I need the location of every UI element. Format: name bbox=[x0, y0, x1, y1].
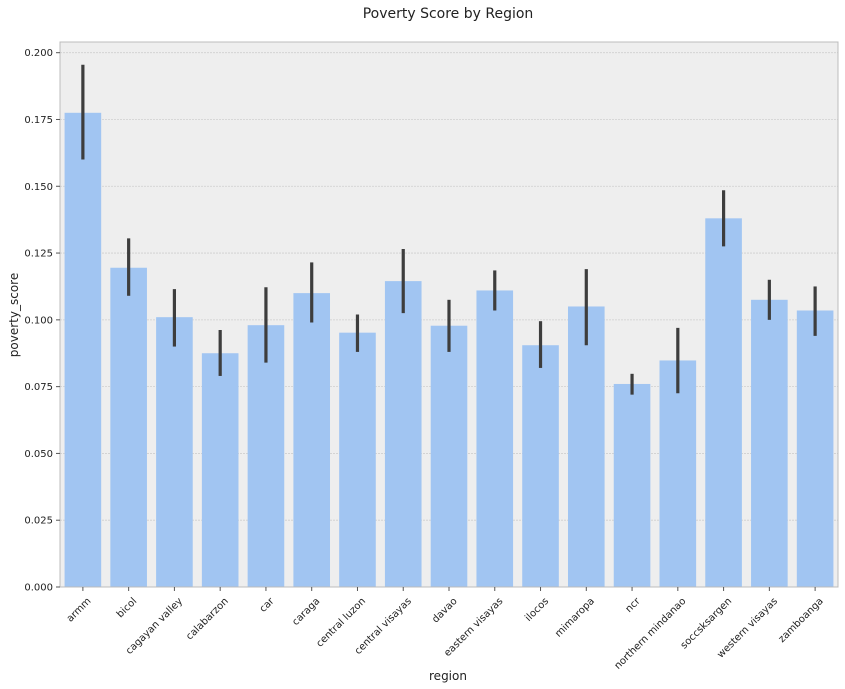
x-tick-label: ncr bbox=[624, 595, 644, 615]
y-tick-label: 0.000 bbox=[24, 583, 53, 594]
bar-soccsksargen bbox=[705, 218, 742, 587]
bar-ncr bbox=[613, 383, 651, 587]
bars bbox=[64, 112, 834, 587]
bar-ilocos bbox=[522, 345, 559, 587]
x-axis-label: region bbox=[429, 669, 467, 683]
x-tick-label: calabarzon bbox=[184, 596, 231, 643]
y-tick-label: 0.050 bbox=[24, 449, 53, 460]
error-bars bbox=[81, 64, 817, 395]
bar-cagayan-valley bbox=[156, 317, 193, 587]
bar-bicol bbox=[110, 267, 147, 587]
x-tick-label: davao bbox=[430, 596, 459, 625]
bar-mimaropa bbox=[567, 306, 605, 587]
bar-central-luzon bbox=[339, 332, 376, 587]
y-tick-label: 0.200 bbox=[24, 48, 53, 59]
bar-western-visayas bbox=[751, 299, 788, 587]
x-tick-label: ilocos bbox=[523, 596, 551, 624]
y-axis-ticks: 0.000 0.025 0.050 0.075 0.100 0.125 0.150 0.175… bbox=[24, 48, 60, 594]
bar-car bbox=[247, 325, 285, 587]
bar-davao bbox=[430, 325, 468, 587]
bar-caraga bbox=[293, 293, 331, 587]
bar-eastern-visayas bbox=[476, 290, 514, 587]
x-tick-label: car bbox=[258, 595, 278, 615]
x-tick-label: bicol bbox=[115, 596, 139, 620]
x-tick-label: armm bbox=[65, 596, 94, 625]
y-tick-label: 0.025 bbox=[24, 516, 53, 527]
x-tick-label: mimaropa bbox=[553, 596, 597, 640]
y-tick-label: 0.125 bbox=[24, 249, 53, 260]
y-tick-label: 0.075 bbox=[24, 382, 53, 393]
x-tick-label: caraga bbox=[290, 596, 322, 628]
y-tick-label: 0.150 bbox=[24, 182, 53, 193]
y-tick-label: 0.175 bbox=[24, 115, 53, 126]
y-axis-label: poverty_score bbox=[7, 273, 21, 357]
bar-central-visayas bbox=[384, 281, 422, 587]
bar-calabarzon bbox=[201, 353, 239, 587]
y-tick-label: 0.100 bbox=[24, 315, 53, 326]
bar-zamboanga bbox=[796, 310, 834, 587]
bar-armm bbox=[64, 112, 102, 587]
chart-title: Poverty Score by Region bbox=[363, 6, 534, 22]
bar-northern-mindanao bbox=[659, 360, 697, 587]
x-tick-label: zamboanga bbox=[777, 596, 826, 645]
